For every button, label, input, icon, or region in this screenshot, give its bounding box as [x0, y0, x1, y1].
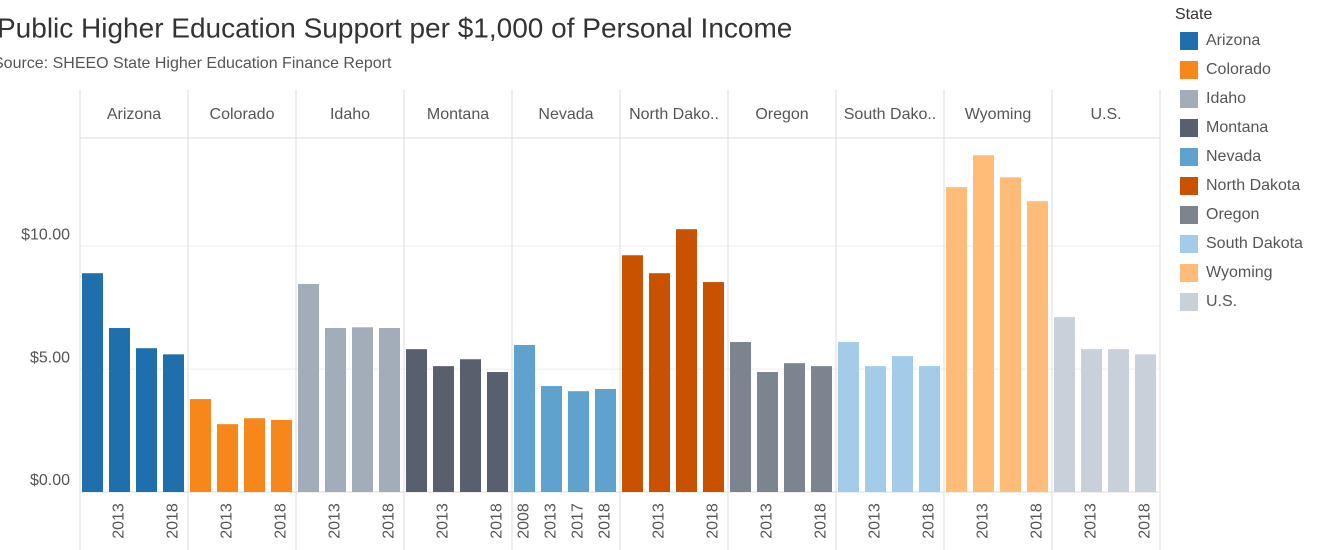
bar: [595, 388, 616, 492]
legend-swatch: [1180, 206, 1198, 224]
bar: [946, 187, 967, 492]
x-tick-label: 2013: [543, 503, 560, 539]
legend-label: Arizona: [1206, 32, 1260, 49]
legend-title: State: [1175, 6, 1212, 23]
y-tick-label: $5.00: [30, 349, 70, 366]
bar: [244, 418, 265, 492]
legend-swatch: [1180, 119, 1198, 137]
x-tick-label: 2013: [1083, 503, 1100, 539]
y-tick-label: $10.00: [21, 226, 70, 243]
x-tick-label: 2013: [111, 503, 128, 539]
panel-header: Colorado: [210, 106, 275, 123]
legend-label: Nevada: [1206, 148, 1261, 165]
legend-swatch: [1180, 177, 1198, 195]
bar: [1081, 349, 1102, 492]
legend-swatch: [1180, 32, 1198, 50]
bar: [838, 342, 859, 492]
bar: [1027, 201, 1048, 492]
x-tick-label: 2013: [651, 503, 668, 539]
bar: [352, 327, 373, 492]
legend-label: Montana: [1206, 119, 1268, 136]
bar: [811, 366, 832, 492]
bar: [325, 328, 346, 492]
bar: [136, 348, 157, 492]
bar: [163, 354, 184, 492]
bar: [919, 366, 940, 492]
panel-header: South Dako..: [844, 106, 937, 123]
legend-label: U.S.: [1206, 293, 1237, 310]
bar: [271, 419, 292, 492]
bar: [433, 366, 454, 492]
legend-swatch: [1180, 264, 1198, 282]
bar: [973, 155, 994, 493]
bar: [217, 424, 238, 492]
bar: [487, 372, 508, 492]
x-tick-label: 2018: [921, 503, 938, 539]
bar: [568, 391, 589, 492]
x-tick-label: 2013: [759, 503, 776, 539]
bar: [730, 342, 751, 492]
bar: [784, 363, 805, 492]
bar: [541, 386, 562, 492]
bar: [892, 356, 913, 492]
x-tick-label: 2008: [516, 503, 533, 539]
bar: [379, 328, 400, 492]
bar: [649, 273, 670, 492]
x-tick-label: 2018: [165, 503, 182, 539]
panel-header: Arizona: [107, 106, 161, 123]
x-tick-label: 2013: [975, 503, 992, 539]
x-tick-label: 2013: [219, 503, 236, 539]
panel-header: Montana: [427, 106, 489, 123]
y-tick-label: $0.00: [30, 472, 70, 489]
bar: [109, 328, 130, 492]
legend-label: South Dakota: [1206, 235, 1303, 252]
x-tick-label: 2017: [570, 503, 587, 539]
x-tick-label: 2018: [381, 503, 398, 539]
legend-swatch: [1180, 61, 1198, 79]
bar: [1054, 317, 1075, 492]
bar: [514, 344, 535, 492]
bar: [757, 372, 778, 492]
legend-swatch: [1180, 90, 1198, 108]
bar: [865, 366, 886, 492]
x-tick-label: 2013: [867, 503, 884, 539]
bar: [406, 349, 427, 492]
panel-header: North Dako..: [629, 106, 719, 123]
x-tick-label: 2018: [705, 503, 722, 539]
x-tick-label: 2018: [597, 503, 614, 539]
panel-header: Wyoming: [965, 106, 1032, 123]
legend-label: Idaho: [1206, 90, 1246, 107]
panel-header: Idaho: [330, 106, 370, 123]
bar: [703, 282, 724, 492]
chart-subtitle: Source: SHEEO State Higher Education Fin…: [0, 55, 392, 72]
legend-label: Wyoming: [1206, 264, 1273, 281]
x-tick-label: 2018: [1029, 503, 1046, 539]
legend-label: Colorado: [1206, 61, 1271, 78]
x-tick-label: 2013: [327, 503, 344, 539]
x-tick-label: 2013: [435, 503, 452, 539]
bar: [190, 399, 211, 492]
x-tick-label: 2018: [1137, 503, 1154, 539]
bar: [1000, 177, 1021, 493]
legend-label: Oregon: [1206, 206, 1259, 223]
bar: [298, 284, 319, 492]
panel-header: Nevada: [538, 106, 593, 123]
bar: [82, 273, 103, 492]
legend-swatch: [1180, 148, 1198, 166]
chart-title: Public Higher Education Support per $1,0…: [0, 12, 792, 43]
legend-swatch: [1180, 235, 1198, 253]
panel-header: U.S.: [1090, 106, 1121, 123]
bar: [1135, 354, 1156, 492]
x-tick-label: 2018: [813, 503, 830, 539]
legend-label: North Dakota: [1206, 177, 1300, 194]
bar: [460, 359, 481, 492]
bar: [676, 229, 697, 492]
x-tick-label: 2018: [489, 503, 506, 539]
bar: [1108, 349, 1129, 492]
panel-header: Oregon: [755, 106, 808, 123]
bar: [622, 255, 643, 492]
x-tick-label: 2018: [273, 503, 290, 539]
legend-swatch: [1180, 293, 1198, 311]
